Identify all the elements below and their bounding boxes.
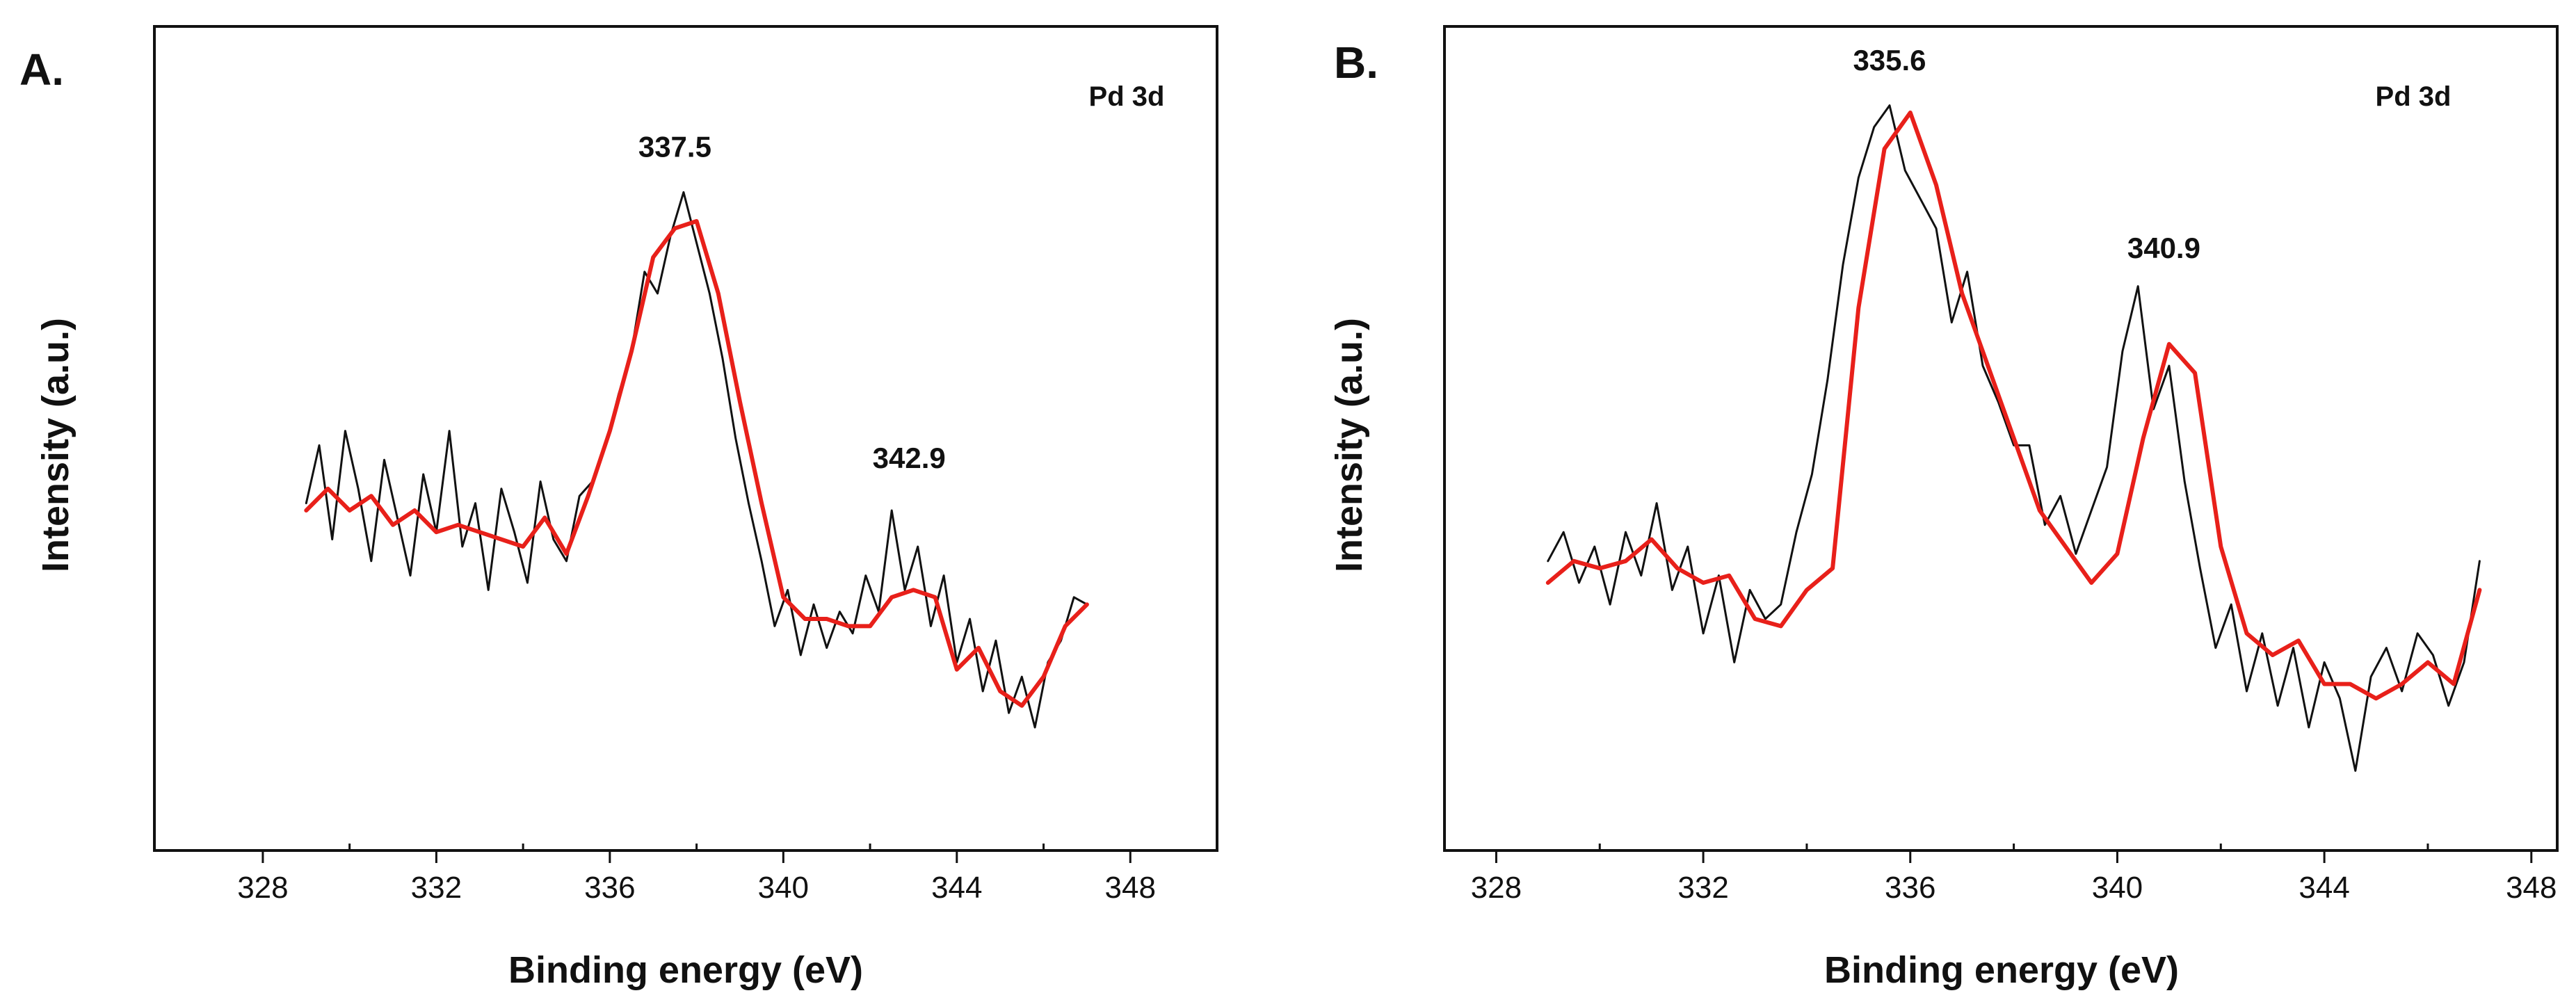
x-ticks: [1495, 844, 2533, 863]
x-tick-labels: 328 332 336 340 344 348: [237, 871, 1156, 905]
x-tick-label: 348: [2506, 871, 2557, 905]
peak-annotations: 337.5 342.9: [638, 131, 946, 474]
y-axis-title: Intensity (a.u.): [35, 318, 77, 572]
plot-frame: [153, 25, 1218, 852]
y-axis-title: Intensity (a.u.): [1328, 318, 1370, 572]
series-raw-line: [1547, 104, 2481, 772]
peak-label: 340.9: [2127, 232, 2200, 264]
x-ticks: [261, 844, 1132, 863]
x-tick-label: 344: [2299, 871, 2349, 905]
x-tick-label: 328: [1471, 871, 1522, 905]
chart-panel-a: A. 328 332 336 340 344 348 Pd 3d 337.5 342.9 B…: [19, 25, 1218, 991]
series-group: [304, 191, 1089, 729]
x-tick-label: 348: [1105, 871, 1156, 905]
peak-label: 335.6: [1853, 44, 1926, 76]
corner-label: Pd 3d: [1089, 81, 1165, 112]
x-tick-label: 340: [758, 871, 809, 905]
x-tick-label: 336: [584, 871, 635, 905]
x-tick-label: 332: [1677, 871, 1728, 905]
x-axis-title: Binding energy (eV): [508, 949, 863, 991]
peak-label: 337.5: [638, 131, 711, 163]
plot-frame: [1443, 25, 2559, 852]
corner-label: Pd 3d: [2376, 81, 2452, 112]
x-tick-label: 332: [411, 871, 462, 905]
series-fit-line: [304, 219, 1089, 708]
series-fit-line: [1545, 111, 2482, 701]
x-tick-label: 336: [1885, 871, 1935, 905]
peak-label: 342.9: [873, 442, 946, 474]
chart-panel-b: B. 328 332 336 340 344 348 Pd 3d 335.6 340.9 B…: [1328, 25, 2559, 991]
series-raw-line: [305, 191, 1088, 729]
series-group: [1545, 104, 2482, 772]
x-axis-title: Binding energy (eV): [1824, 949, 2179, 991]
peak-annotations: 335.6 340.9: [1853, 44, 2200, 264]
panel-label: B.: [1334, 38, 1378, 88]
x-tick-labels: 328 332 336 340 344 348: [1471, 871, 2557, 905]
x-tick-label: 344: [931, 871, 982, 905]
x-tick-label: 340: [2092, 871, 2143, 905]
panel-label: A.: [19, 45, 64, 95]
x-tick-label: 328: [237, 871, 288, 905]
